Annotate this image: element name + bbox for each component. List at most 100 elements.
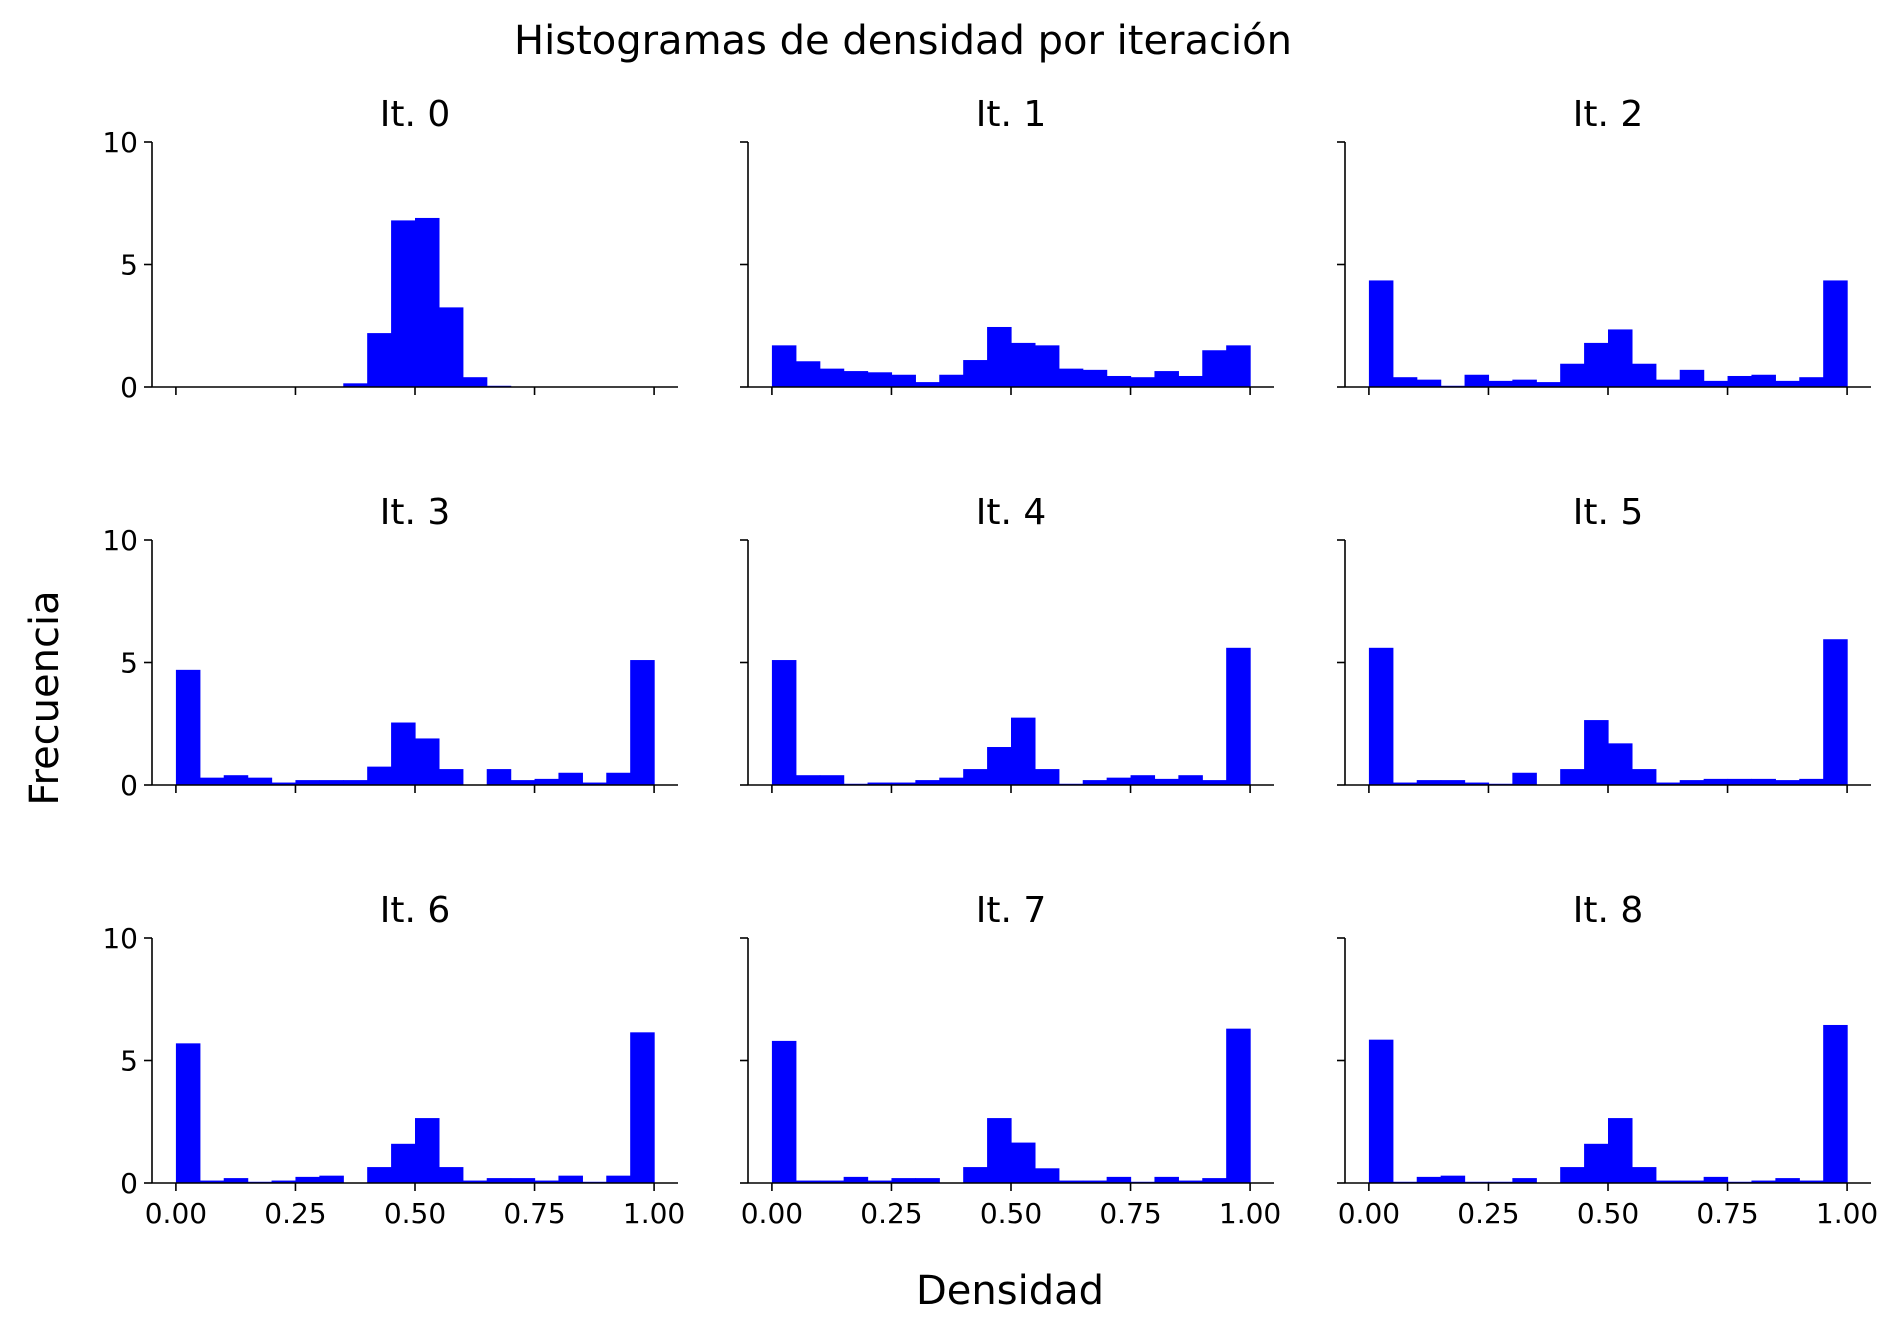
histogram-bar (510, 780, 536, 785)
histogram-bar (1512, 379, 1537, 387)
histogram-bar (319, 1175, 344, 1183)
subplot: 0 5 10 0.00 0.25 0.50 0.75 1.00 It. 6 (102, 890, 685, 1230)
histogram-bar (1823, 639, 1848, 785)
histogram-bar (343, 780, 368, 785)
histogram-bar (891, 1178, 916, 1183)
y-tick-label: 0 (120, 371, 138, 404)
subplot: It. 1 (740, 94, 1274, 395)
histogram-bar (510, 1178, 536, 1183)
histogram-bar (367, 1167, 392, 1183)
histogram-bar (630, 1032, 655, 1183)
subplot-title: It. 3 (380, 492, 451, 533)
x-tick-label: 0.00 (1338, 1197, 1400, 1230)
histogram-bar (1082, 369, 1108, 387)
histogram-bar (415, 1118, 440, 1183)
y-tick-label: 5 (120, 249, 138, 282)
histogram-bar (223, 775, 249, 785)
histogram-bar (1392, 782, 1418, 785)
subplot: 0 5 10 It. 0 (102, 94, 678, 404)
histogram-bar (1727, 778, 1753, 786)
histogram-bar (1202, 1178, 1227, 1183)
histogram-bar (367, 333, 392, 387)
histogram-bar (1202, 780, 1227, 785)
histogram-bar (1178, 375, 1203, 387)
figure-title: Histogramas de densidad por iteración (514, 18, 1292, 64)
histogram-bar (1679, 1180, 1705, 1183)
histogram-bar (771, 345, 797, 387)
histogram-bar (1799, 1180, 1824, 1183)
subplot-title: It. 1 (976, 94, 1047, 135)
histogram-bar (1130, 377, 1156, 387)
histogram-bar (1368, 280, 1394, 387)
histogram-bar (486, 1178, 512, 1183)
histogram-bar (1368, 1039, 1394, 1183)
histogram-bar (1226, 345, 1251, 387)
histogram-bar (1655, 782, 1681, 785)
histogram-bar (843, 371, 869, 387)
histogram-bar (795, 361, 821, 387)
histogram-bar (271, 1180, 297, 1183)
histogram-bar (843, 1176, 869, 1184)
histogram-bar (1034, 769, 1060, 785)
histogram-bar (1058, 1180, 1084, 1183)
histogram-bar (819, 1180, 845, 1183)
x-tick-label: 0.75 (503, 1197, 565, 1230)
histogram-bar (271, 782, 297, 785)
y-tick-label: 10 (102, 126, 138, 159)
histogram-bar (1440, 1175, 1466, 1183)
subplot: It. 4 (740, 492, 1274, 793)
histogram-bar (462, 1180, 488, 1183)
histogram-bar (891, 782, 916, 785)
histogram-bar (915, 382, 940, 387)
x-tick-label: 1.00 (1219, 1197, 1281, 1230)
histogram-bar (1106, 375, 1132, 387)
histogram-bar (438, 769, 464, 785)
subplot: It. 2 (1337, 94, 1871, 395)
y-tick-label: 5 (120, 647, 138, 680)
histogram-bar (558, 1175, 583, 1183)
histogram-bar (1536, 382, 1561, 387)
histogram-bar (1799, 377, 1824, 387)
histogram-bar (891, 374, 916, 387)
histogram-bar (630, 660, 655, 785)
histogram-bar (987, 326, 1012, 387)
histogram-bar (367, 766, 392, 786)
histogram-bar (1823, 1024, 1848, 1183)
histogram-bar (939, 374, 964, 387)
histogram-bar (1631, 363, 1657, 387)
histogram-bar (1416, 1176, 1442, 1184)
subplot-title: It. 8 (1573, 890, 1644, 931)
histogram-bar (1703, 1176, 1729, 1184)
x-tick-label: 0.75 (1696, 1197, 1758, 1230)
histogram-bar (915, 780, 940, 785)
y-tick-label: 10 (102, 922, 138, 955)
y-tick-label: 10 (102, 524, 138, 557)
histogram-bar (438, 307, 464, 388)
histogram-bar (1608, 329, 1633, 387)
histogram-bar (1512, 772, 1537, 785)
histogram-bar (391, 1143, 416, 1183)
histogram-bar (1130, 775, 1156, 785)
x-tick-label: 0.75 (1099, 1197, 1161, 1230)
histogram-bar (199, 777, 225, 785)
histogram-bar (1464, 782, 1490, 785)
histogram-bar (987, 747, 1012, 785)
histogram-bar (1631, 769, 1657, 785)
histogram-bar (1608, 1118, 1633, 1183)
histogram-bar (534, 1180, 560, 1183)
histogram-bar (1106, 1176, 1132, 1184)
histogram-bar (175, 669, 201, 785)
histogram-bar (319, 780, 344, 785)
subplot-grid: 0 5 10 It. 0 It. 1 It. 2 0 5 10 It. 3 It. 4 It. 5 0 5… (102, 94, 1878, 1230)
histogram-bar (1226, 1028, 1251, 1183)
histogram-bar (175, 1043, 201, 1183)
histogram-bar (1799, 778, 1824, 786)
subplot-title: It. 2 (1573, 94, 1644, 135)
histogram-bar (1679, 369, 1705, 387)
histogram-bar (1655, 379, 1681, 387)
histogram-bar (1416, 379, 1442, 387)
x-tick-label: 0.50 (1577, 1197, 1639, 1230)
histogram-bar (795, 1180, 821, 1183)
subplot-title: It. 6 (380, 890, 451, 931)
histogram-bar (819, 368, 845, 388)
